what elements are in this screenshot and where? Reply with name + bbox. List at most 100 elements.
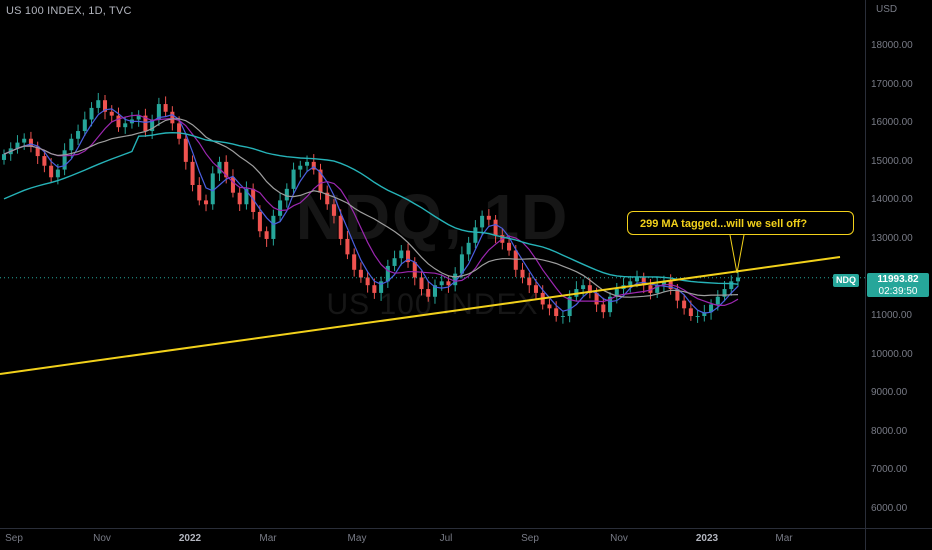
chart-title: US 100 INDEX, 1D, TVC <box>6 5 132 17</box>
candle-body <box>352 254 357 270</box>
candle-body <box>358 269 363 278</box>
candle-body <box>251 188 256 212</box>
price-axis-label: 17000.00 <box>871 78 913 90</box>
candle-body <box>210 173 215 205</box>
candle-body <box>648 285 653 293</box>
candle-body <box>237 192 242 205</box>
time-axis-label: Mar <box>775 533 793 544</box>
ticker-badge: NDQ <box>833 274 859 287</box>
candle-body <box>123 123 128 128</box>
candle-body <box>372 285 377 293</box>
candle-body <box>614 289 619 297</box>
time-axis-border <box>0 528 932 529</box>
time-axis-label: Nov <box>93 533 111 544</box>
candle-body <box>82 119 87 132</box>
price-axis-label: 16000.00 <box>871 117 913 129</box>
candle-body <box>527 277 532 286</box>
candle-body <box>466 242 471 255</box>
candle-body <box>217 161 222 174</box>
candle-body <box>594 292 599 305</box>
price-axis-label: 14000.00 <box>871 194 913 206</box>
candle-body <box>96 100 101 108</box>
candle-body <box>311 161 316 170</box>
candle-body <box>560 316 565 318</box>
candle-body <box>453 273 458 286</box>
candle-body <box>244 188 249 205</box>
time-axis-label: 2022 <box>178 533 202 544</box>
candle-body <box>533 285 539 293</box>
time-axis-label: Mar <box>259 533 277 544</box>
candle-body <box>22 138 27 143</box>
candle-body <box>109 111 114 116</box>
candle-body <box>325 192 330 205</box>
candle-body <box>183 138 188 162</box>
time-axis-label: Nov <box>610 533 628 544</box>
candle-body <box>601 304 606 313</box>
candle-body <box>365 277 370 286</box>
candle-body <box>486 215 491 220</box>
candle-body <box>446 281 451 286</box>
candle-body <box>432 285 437 297</box>
candle-body <box>715 296 720 305</box>
price-axis-label: 9000.00 <box>871 387 908 399</box>
candle-body <box>284 188 289 201</box>
candle-body <box>480 215 485 228</box>
candle-body <box>291 169 296 189</box>
candle-body <box>513 250 518 270</box>
last-price-badge: 11993.82 02:39:50 <box>867 273 929 297</box>
candle-body <box>735 277 741 282</box>
candle-body <box>641 277 646 286</box>
candle-body <box>150 119 155 132</box>
annotation-callout[interactable]: 299 MA tagged...will we sell off? <box>627 211 854 235</box>
candle-body <box>709 304 714 313</box>
candle-body <box>331 204 336 216</box>
candle-body <box>76 131 81 139</box>
candle-body <box>473 227 478 243</box>
candle-body <box>116 115 121 128</box>
candle-body <box>298 165 303 170</box>
candle-body <box>42 156 47 166</box>
candle-body <box>661 281 666 286</box>
candle-body <box>688 308 693 317</box>
candle-body <box>567 296 572 317</box>
candle-body <box>608 296 613 313</box>
candle-body <box>675 289 680 301</box>
candle-body <box>554 308 559 317</box>
price-axis-label: 8000.00 <box>871 425 908 437</box>
candle-body <box>230 177 235 193</box>
price-axis-label: 7000.00 <box>871 464 908 476</box>
time-axis-label: May <box>347 533 367 544</box>
price-axis-label: 11000.00 <box>871 310 912 322</box>
candle-body <box>587 285 592 293</box>
currency-label: USD <box>876 4 898 15</box>
candle-body <box>547 304 552 309</box>
ma-slow-line <box>3 118 739 298</box>
candle-body <box>271 215 276 239</box>
time-axis-label: Sep <box>5 533 23 544</box>
candle-body <box>62 150 67 170</box>
candle-body <box>89 107 94 120</box>
callout-pointer <box>729 234 745 274</box>
candle-body <box>581 285 586 290</box>
time-axis-label: Sep <box>521 533 539 544</box>
candle-body <box>682 300 687 309</box>
candle-body <box>143 115 148 132</box>
candle-body <box>49 165 54 178</box>
candle-body <box>419 277 424 290</box>
ma-mid-line <box>3 114 739 306</box>
candle-body <box>338 215 343 239</box>
candle-body <box>264 231 269 239</box>
time-axis-label: 2023 <box>695 533 719 544</box>
candle-body <box>318 169 323 193</box>
candle-body <box>406 250 411 263</box>
ma-299-line <box>3 131 739 285</box>
price-axis-border <box>865 0 866 550</box>
candle-body <box>197 184 202 201</box>
candle-body <box>459 254 464 274</box>
candle-body <box>177 123 182 139</box>
candle-body <box>35 146 40 157</box>
candle-body <box>426 289 431 297</box>
candle-body <box>392 258 397 266</box>
